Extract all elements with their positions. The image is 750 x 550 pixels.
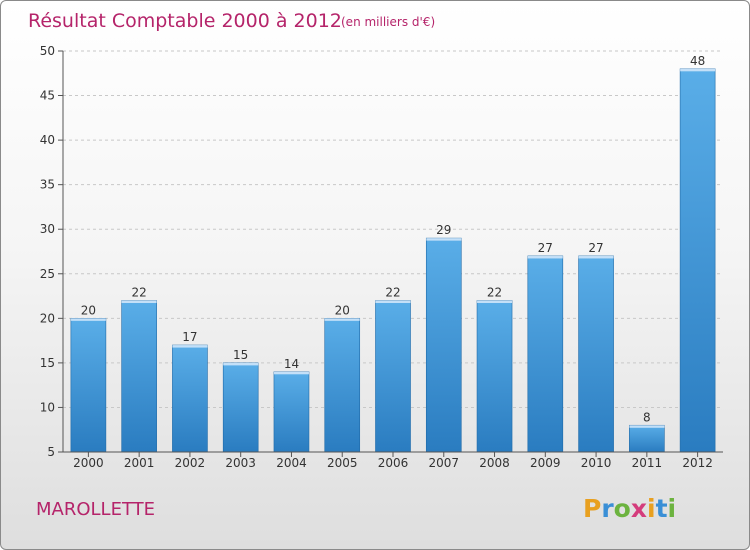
y-tick-label: 40 bbox=[40, 133, 55, 147]
bar-2007[interactable] bbox=[425, 237, 462, 453]
value-label: 20 bbox=[81, 303, 96, 317]
bar-2008[interactable] bbox=[476, 300, 513, 453]
value-labels: 20 22 17 15 14 20 22 29 22 27 27 8 48 bbox=[81, 54, 706, 424]
x-axis-ticks: 2000 2001 2002 2003 2004 2005 2006 2007 2008 2009… bbox=[73, 452, 713, 470]
logo-letter: i bbox=[647, 494, 656, 523]
bar-highlight bbox=[527, 255, 563, 259]
chart-title: Résultat Comptable 2000 à 2012 bbox=[28, 10, 342, 32]
logo-letter: t bbox=[656, 494, 668, 523]
y-axis-ticks: 5 10 15 20 25 30 35 40 45 50 bbox=[40, 44, 63, 459]
value-label: 29 bbox=[436, 223, 451, 237]
bar-highlight bbox=[680, 68, 716, 72]
x-tick-label: 2004 bbox=[276, 456, 307, 470]
proxiti-logo[interactable]: Proxiti bbox=[583, 494, 676, 523]
bar-highlight bbox=[477, 300, 513, 304]
y-tick-label: 5 bbox=[47, 445, 55, 459]
logo-letter: i bbox=[668, 494, 677, 523]
bar-highlight bbox=[426, 238, 462, 241]
bar-highlight bbox=[273, 371, 309, 375]
logo-letter: r bbox=[601, 494, 614, 523]
y-tick-label: 20 bbox=[40, 311, 55, 325]
value-label: 22 bbox=[132, 286, 147, 300]
bar-2010[interactable] bbox=[578, 255, 614, 453]
x-tick-label: 2011 bbox=[632, 456, 663, 470]
bar-2006[interactable] bbox=[375, 300, 411, 453]
x-tick-label: 2000 bbox=[73, 456, 104, 470]
bar-2009[interactable] bbox=[527, 255, 564, 453]
y-tick-label: 15 bbox=[40, 356, 55, 370]
x-tick-label: 2010 bbox=[581, 456, 612, 470]
bar-highlight bbox=[324, 318, 360, 321]
value-label: 48 bbox=[690, 54, 705, 68]
bar-2012[interactable] bbox=[679, 68, 716, 453]
value-label: 17 bbox=[182, 330, 197, 344]
bar-highlight bbox=[578, 255, 614, 259]
y-tick-label: 10 bbox=[40, 400, 55, 414]
y-tick-label: 45 bbox=[40, 89, 55, 103]
y-tick-label: 30 bbox=[40, 222, 55, 236]
value-label: 20 bbox=[335, 303, 350, 317]
bars bbox=[70, 68, 716, 453]
bar-2001[interactable] bbox=[121, 300, 157, 453]
x-tick-label: 2008 bbox=[479, 456, 510, 470]
bar-highlight bbox=[223, 362, 259, 366]
bar-2005[interactable] bbox=[324, 318, 361, 453]
value-label: 27 bbox=[538, 241, 553, 255]
value-label: 22 bbox=[385, 286, 400, 300]
bar-highlight bbox=[121, 300, 157, 304]
x-tick-label: 2009 bbox=[530, 456, 561, 470]
y-tick-label: 50 bbox=[40, 44, 55, 58]
x-tick-label: 2006 bbox=[378, 456, 409, 470]
bar-2004[interactable] bbox=[273, 371, 310, 453]
commune-name: MAROLLETTE bbox=[36, 499, 155, 520]
x-tick-label: 2002 bbox=[175, 456, 206, 470]
bar-2000[interactable] bbox=[70, 318, 107, 453]
bar-highlight bbox=[172, 345, 208, 348]
x-tick-label: 2012 bbox=[682, 456, 713, 470]
logo-letter: x bbox=[631, 494, 647, 523]
bar-highlight bbox=[629, 425, 665, 428]
bar-highlight bbox=[70, 318, 106, 321]
value-label: 22 bbox=[487, 286, 502, 300]
y-tick-label: 35 bbox=[40, 178, 55, 192]
value-label: 15 bbox=[233, 348, 248, 362]
logo-letter: P bbox=[583, 494, 601, 523]
bar-2002[interactable] bbox=[172, 344, 208, 453]
bar-2011[interactable] bbox=[629, 424, 665, 453]
x-tick-label: 2003 bbox=[225, 456, 256, 470]
x-tick-label: 2001 bbox=[124, 456, 155, 470]
x-tick-label: 2007 bbox=[428, 456, 459, 470]
value-label: 27 bbox=[588, 241, 603, 255]
x-tick-label: 2005 bbox=[327, 456, 358, 470]
value-label: 8 bbox=[643, 410, 651, 424]
bar-2003[interactable] bbox=[222, 362, 259, 453]
y-tick-label: 25 bbox=[40, 267, 55, 281]
bar-highlight bbox=[375, 300, 411, 304]
logo-letter: o bbox=[614, 494, 631, 523]
value-label: 14 bbox=[284, 357, 299, 371]
chart-subtitle: (en milliers d'€) bbox=[341, 15, 435, 29]
